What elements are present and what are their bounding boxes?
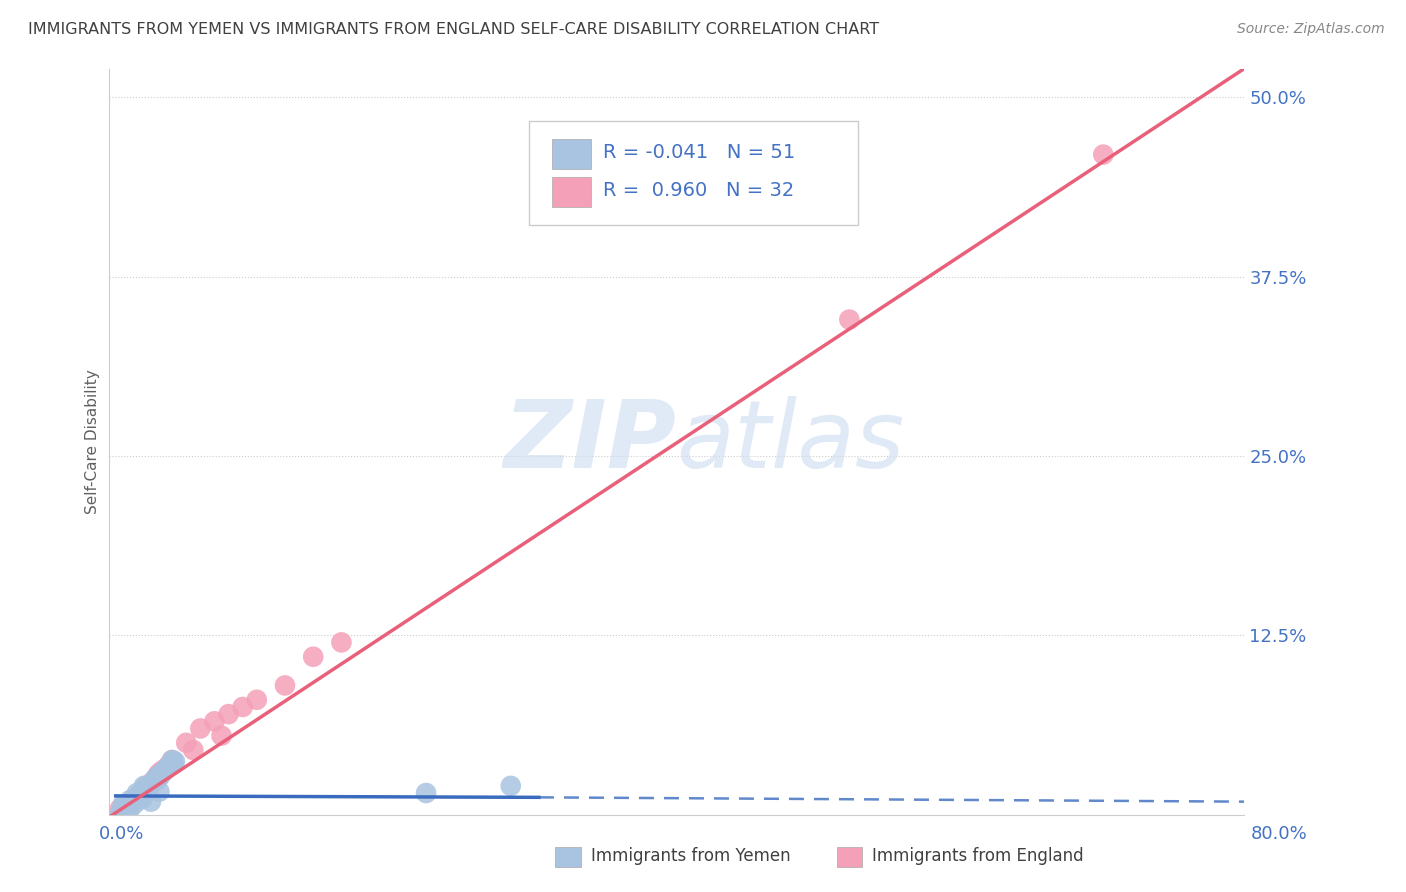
Text: Source: ZipAtlas.com: Source: ZipAtlas.com: [1237, 22, 1385, 37]
Text: R =  0.960   N = 32: R = 0.960 N = 32: [603, 180, 794, 200]
Y-axis label: Self-Care Disability: Self-Care Disability: [86, 369, 100, 514]
Point: [174, 736, 197, 750]
Point: [838, 312, 860, 326]
Point: [136, 779, 159, 793]
Point: [152, 764, 174, 779]
Point: [111, 800, 134, 814]
Point: [139, 777, 162, 791]
Text: Immigrants from England: Immigrants from England: [872, 847, 1084, 865]
Point: [136, 783, 159, 797]
Point: [134, 784, 156, 798]
Point: [162, 756, 184, 770]
Text: R = -0.041   N = 51: R = -0.041 N = 51: [603, 144, 794, 162]
Point: [188, 722, 211, 736]
Point: [132, 779, 155, 793]
Point: [112, 799, 135, 814]
Text: 0.0%: 0.0%: [98, 825, 143, 843]
Point: [108, 802, 131, 816]
Point: [111, 800, 134, 814]
Point: [157, 758, 180, 772]
Point: [499, 779, 522, 793]
Point: [128, 788, 150, 802]
Point: [150, 766, 173, 780]
Point: [232, 700, 254, 714]
Point: [118, 793, 141, 807]
Point: [118, 796, 141, 810]
Point: [115, 799, 138, 814]
Point: [204, 714, 226, 729]
Point: [135, 781, 157, 796]
Point: [128, 788, 150, 802]
Point: [163, 755, 186, 769]
Point: [149, 767, 172, 781]
Point: [120, 800, 142, 814]
Point: [122, 793, 145, 807]
Point: [139, 795, 162, 809]
Point: [129, 786, 152, 800]
FancyBboxPatch shape: [551, 177, 592, 207]
Text: IMMIGRANTS FROM YEMEN VS IMMIGRANTS FROM ENGLAND SELF-CARE DISABILITY CORRELATIO: IMMIGRANTS FROM YEMEN VS IMMIGRANTS FROM…: [28, 22, 879, 37]
Point: [115, 797, 138, 812]
Point: [111, 797, 134, 812]
Point: [157, 757, 180, 772]
Point: [131, 788, 153, 802]
Point: [211, 729, 233, 743]
Point: [127, 789, 149, 803]
Point: [125, 786, 148, 800]
Point: [141, 776, 163, 790]
Point: [108, 806, 131, 821]
Point: [146, 769, 169, 783]
Point: [246, 693, 269, 707]
Point: [153, 762, 176, 776]
Text: atlas: atlas: [676, 396, 905, 487]
Point: [148, 784, 170, 798]
Point: [143, 772, 166, 786]
Point: [145, 773, 167, 788]
Text: Immigrants from Yemen: Immigrants from Yemen: [591, 847, 790, 865]
Point: [121, 796, 143, 810]
Point: [115, 797, 138, 812]
Point: [139, 776, 162, 790]
Point: [143, 772, 166, 786]
Point: [122, 791, 145, 805]
Text: 80.0%: 80.0%: [1251, 825, 1308, 843]
Point: [142, 774, 165, 789]
Point: [160, 753, 183, 767]
FancyBboxPatch shape: [551, 139, 592, 169]
Point: [155, 762, 177, 776]
Point: [153, 763, 176, 777]
Point: [302, 649, 325, 664]
Point: [274, 678, 297, 692]
Point: [330, 635, 353, 649]
Point: [129, 790, 152, 805]
Point: [131, 791, 153, 805]
Point: [415, 786, 437, 800]
Point: [132, 781, 155, 796]
Point: [127, 790, 149, 805]
Point: [129, 789, 152, 803]
Point: [149, 764, 172, 779]
Point: [160, 753, 183, 767]
Point: [146, 767, 169, 781]
Point: [124, 796, 146, 810]
Point: [159, 757, 181, 772]
Point: [218, 707, 240, 722]
Point: [112, 802, 135, 816]
Point: [135, 779, 157, 793]
Point: [138, 780, 160, 795]
Point: [125, 790, 148, 805]
Point: [148, 770, 170, 784]
Point: [156, 760, 179, 774]
Point: [181, 743, 204, 757]
Point: [122, 795, 145, 809]
Point: [117, 803, 139, 817]
Text: ZIP: ZIP: [503, 395, 676, 488]
Point: [121, 793, 143, 807]
Point: [110, 805, 132, 819]
FancyBboxPatch shape: [529, 120, 858, 225]
Point: [114, 799, 136, 814]
Point: [1092, 147, 1115, 161]
